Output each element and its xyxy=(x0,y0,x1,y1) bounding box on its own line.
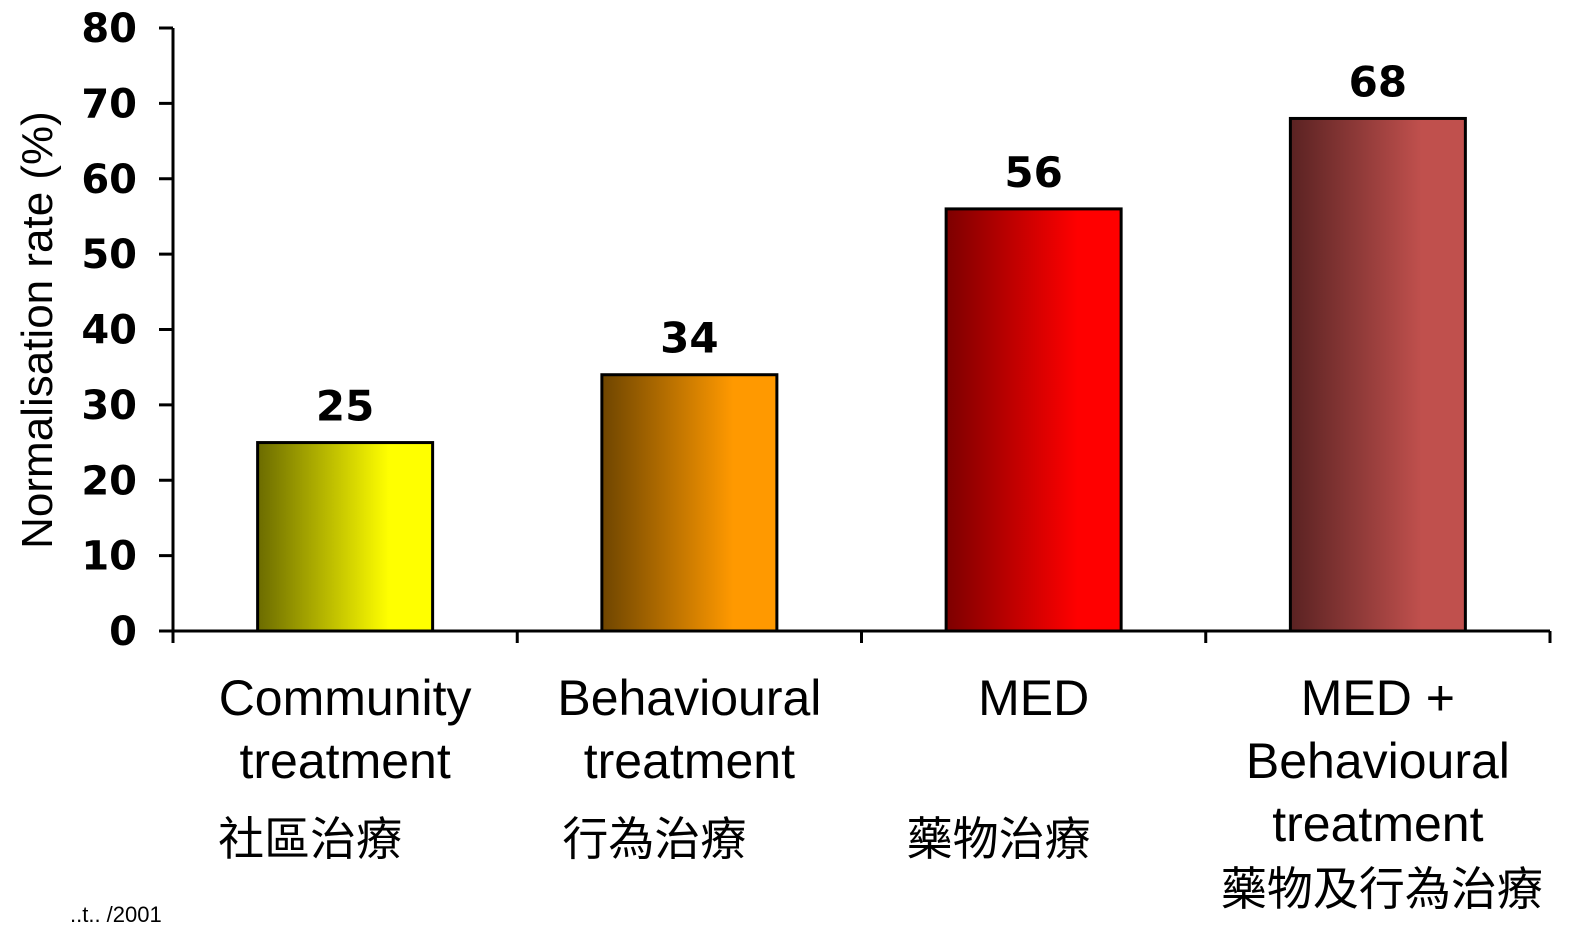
bar-3 xyxy=(944,207,1123,633)
labels: 25 Community treatment 社區治療 34 Behavioural tre… xyxy=(81,6,1543,916)
category-label-zh-3: 藥物治療 xyxy=(907,812,1091,866)
category-label-1-line-1: Community xyxy=(219,670,472,726)
y-axis-title: Normalisation rate (%) xyxy=(13,111,62,549)
category-label-zh-2: 行為治療 xyxy=(562,812,746,866)
category-label-4-line-1: MED + xyxy=(1301,670,1455,726)
category-label-zh-1: 社區治療 xyxy=(218,812,402,866)
bar-2 xyxy=(600,373,779,633)
data-label-3: 56 xyxy=(1004,148,1062,197)
y-tick-label: 70 xyxy=(81,81,137,127)
y-tick-label: 80 xyxy=(81,6,137,52)
category-label-2-line-2: treatment xyxy=(584,733,795,789)
y-tick-label: 0 xyxy=(109,609,137,655)
data-label-1: 25 xyxy=(316,382,374,431)
category-label-1-line-2: treatment xyxy=(240,733,451,789)
category-label-3-line-1: MED xyxy=(978,670,1089,726)
y-tick-label: 50 xyxy=(81,232,137,278)
data-label-4: 68 xyxy=(1349,57,1407,106)
bar-1 xyxy=(256,441,435,633)
y-tick-label: 10 xyxy=(81,534,137,580)
y-tick-label: 30 xyxy=(81,383,137,429)
category-label-4-line-3: treatment xyxy=(1272,796,1483,852)
bars xyxy=(256,116,1467,633)
y-tick-label: 60 xyxy=(81,157,137,203)
bar-4 xyxy=(1288,116,1467,633)
y-tick-label: 20 xyxy=(81,458,137,504)
category-label-4-line-2: Behavioural xyxy=(1246,733,1510,789)
category-label-zh-4: 藥物及行為治療 xyxy=(1221,862,1543,916)
axes xyxy=(159,26,1552,643)
source-footnote: ..t.. /2001 xyxy=(70,902,162,927)
data-label-2: 34 xyxy=(660,314,718,363)
y-tick-label: 40 xyxy=(81,308,137,354)
category-label-2-line-1: Behavioural xyxy=(557,670,821,726)
